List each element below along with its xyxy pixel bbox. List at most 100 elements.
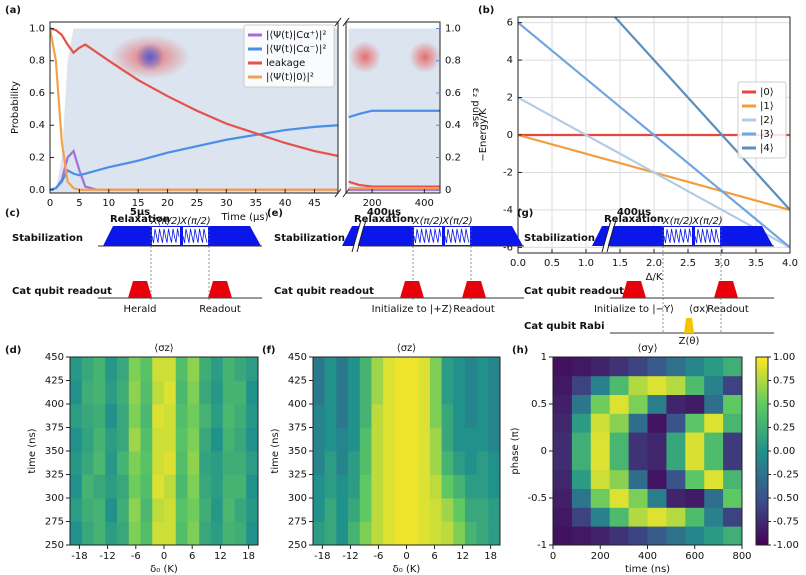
gate-label: X(π/2): [691, 216, 722, 227]
heatmap-cell: [406, 380, 419, 405]
heatmap-cell: [418, 451, 431, 475]
heatmap-cell: [553, 451, 573, 471]
heatmap-cell: [117, 451, 130, 475]
heatmap-cell: [222, 427, 235, 452]
relax-label: Relaxation: [110, 214, 170, 225]
heatmap-cell: [553, 526, 573, 546]
heatmap-cell: [324, 498, 337, 522]
x-tick-label: 6: [189, 551, 195, 562]
heatmap-cell: [685, 357, 705, 377]
heatmap-cell: [211, 357, 224, 381]
heatmap-cell: [590, 413, 611, 433]
colorbar-step: [756, 482, 768, 486]
heatmap-cell: [93, 498, 106, 522]
y-tick-label: 1: [541, 352, 547, 363]
pulse-label: Readout: [707, 304, 749, 315]
heatmap-cell: [685, 507, 705, 527]
heatmap-cell: [429, 427, 442, 452]
heatmap-cell: [175, 451, 188, 475]
x-tick-label: 1.0: [578, 258, 594, 269]
colorbar-step: [756, 513, 768, 518]
heatmap-cell: [464, 357, 478, 381]
heatmap-cell: [359, 357, 372, 381]
heatmap-cell: [394, 427, 407, 452]
y-tick-label: 450: [45, 352, 64, 363]
x-tick-label: 20: [161, 198, 174, 209]
colorbar-step: [756, 404, 768, 408]
heatmap-cell: [70, 451, 83, 475]
x-tick-label: 35: [249, 198, 262, 209]
heatmap-cell: [105, 521, 118, 546]
heatmap-cell: [383, 474, 396, 499]
heatmap-cell: [211, 451, 224, 475]
colorbar-step: [756, 519, 768, 524]
heatmap-cell: [476, 474, 489, 499]
heatmap-cell: [441, 357, 454, 381]
colorbar-step: [756, 454, 768, 458]
x-tick-label: 10: [102, 198, 115, 209]
rabi-label: Z(θ): [679, 336, 700, 347]
y-tick-label: 400: [288, 399, 307, 410]
y-tick-label: 0: [541, 446, 547, 457]
heatmap-cell: [93, 427, 106, 452]
heatmap-cell: [609, 432, 629, 452]
heatmap-cell: [152, 498, 165, 522]
heatmap-cell: [418, 357, 431, 381]
heatmap-cell: [647, 357, 667, 377]
pulse-label: Herald: [123, 304, 156, 315]
heatmap-cell: [394, 498, 407, 522]
heatmap-cell: [406, 357, 419, 381]
heatmap-cell: [418, 427, 431, 452]
heatmap-cell: [723, 375, 743, 395]
heatmap-cell: [571, 526, 592, 546]
heatmap-cell: [324, 474, 337, 499]
heatmap-cell: [571, 394, 592, 414]
heatmap-cell: [371, 521, 384, 546]
chart-title: ⟨σz⟩: [154, 343, 173, 354]
heatmap-cell: [406, 474, 419, 499]
heatmap-cell: [418, 474, 431, 499]
heatmap-cell: [371, 404, 384, 428]
y-tick-label: -1: [537, 540, 547, 551]
heatmap-cell: [704, 432, 724, 452]
heatmap-cell: [453, 498, 466, 522]
heatmap-cell: [609, 375, 629, 395]
y-tick-label: 4: [507, 55, 513, 66]
y-tick-label: 1.0: [29, 23, 45, 34]
heatmap-cell: [429, 357, 442, 381]
heatmap-cell: [371, 427, 384, 452]
heatmap-cell: [441, 380, 454, 405]
heatmap-cell: [128, 498, 141, 522]
heatmap-cell: [336, 404, 349, 428]
heatmap-cell: [553, 507, 573, 527]
colorbar-step: [756, 407, 768, 411]
y-tick-label: 2: [507, 93, 513, 104]
heatmap-cell: [429, 451, 442, 475]
heatmap-cell: [336, 451, 349, 475]
heatmap-cell: [666, 394, 686, 414]
heatmap-cell: [187, 427, 200, 452]
readout-pulse: [400, 281, 424, 298]
heatmap-cell: [187, 451, 200, 475]
colorbar-step: [756, 385, 768, 389]
heatmap-cell: [441, 498, 454, 522]
y-tick-label: 0.6: [29, 88, 45, 99]
plot-frame: [345, 21, 441, 194]
heatmap-cell: [128, 451, 141, 475]
legend-label: |⟨Ψ(t)|Cα⁻⟩|²: [266, 44, 326, 55]
y2-tick-label: 0.6: [445, 88, 461, 99]
heatmap-cell: [81, 427, 94, 452]
heatmap-cell: [383, 521, 396, 546]
heatmap-cell: [128, 404, 141, 428]
heatmap-cell: [93, 380, 106, 405]
heatmap-cell: [704, 507, 724, 527]
heatmap-cell: [441, 474, 454, 499]
x-tick-label: 2.5: [680, 258, 696, 269]
heatmap-cell: [117, 357, 130, 381]
heatmap-cell: [685, 488, 705, 508]
heatmap-cell: [647, 413, 667, 433]
heatmap-cell: [476, 357, 489, 381]
x-tick-label: 0: [403, 551, 409, 562]
colorbar-step: [756, 447, 768, 452]
heatmap-cell: [70, 474, 83, 499]
